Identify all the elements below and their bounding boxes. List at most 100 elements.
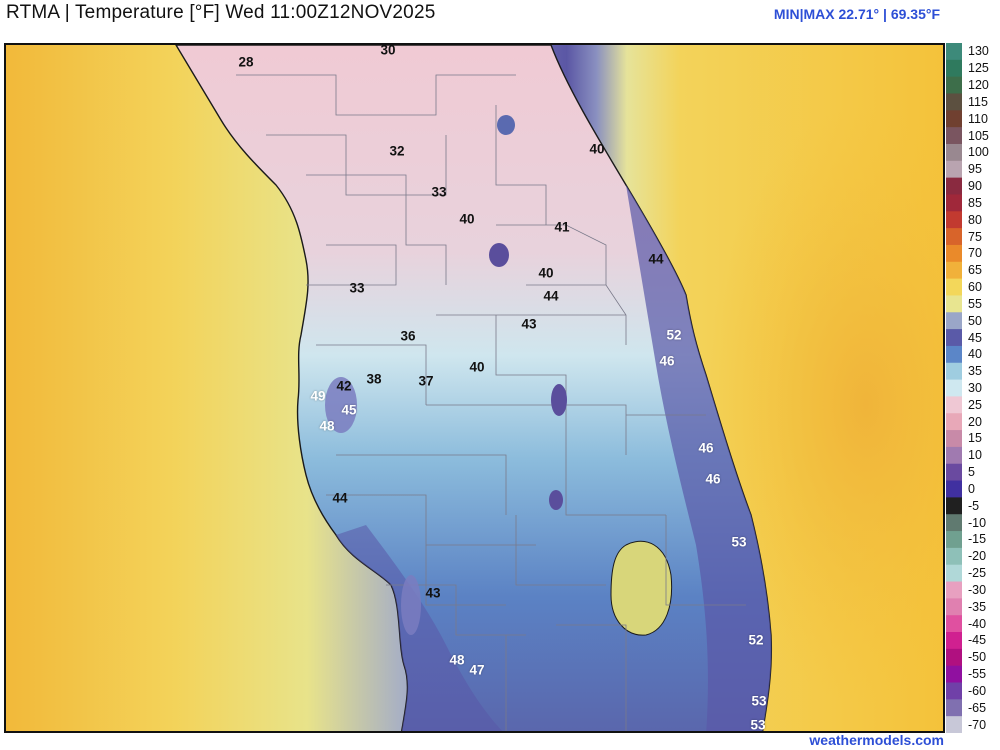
credit-link[interactable]: weathermodels.com	[809, 732, 944, 748]
colorbar-tick-label: 110	[968, 112, 988, 126]
colorbar-swatch	[946, 110, 962, 127]
colorbar-swatch	[946, 194, 962, 211]
colorbar-swatch	[946, 127, 962, 144]
colorbar-tick-label: 60	[968, 280, 982, 294]
colorbar-swatch	[946, 649, 962, 666]
colorbar-tick-label: 25	[968, 398, 982, 412]
colorbar-swatch	[946, 279, 962, 296]
colorbar-tick-label: 130	[968, 44, 989, 58]
colorbar-swatch	[946, 346, 962, 363]
station-label: 46	[705, 472, 720, 487]
colorbar-tick-label: -40	[968, 617, 986, 631]
lake-okeechobee	[611, 541, 672, 635]
inland-lake-2	[551, 384, 567, 416]
colorbar-swatch	[946, 615, 962, 632]
min-max-readout: MIN|MAX 22.71° | 69.35°F	[774, 6, 940, 22]
station-label: 46	[659, 354, 674, 369]
colorbar-swatch	[946, 295, 962, 312]
colorbar-tick-label: 125	[968, 61, 989, 75]
colorbar-tick-label: 15	[968, 431, 982, 445]
colorbar-swatch	[946, 363, 962, 380]
station-label: 45	[341, 403, 356, 418]
station-label: 40	[469, 360, 484, 375]
colorbar-tick-label: 20	[968, 415, 982, 429]
station-label: 44	[543, 289, 558, 304]
colorbar-swatch	[946, 430, 962, 447]
inland-lake-1	[489, 243, 509, 267]
colorbar-tick-label: 30	[968, 381, 982, 395]
colorbar-swatch	[946, 683, 962, 700]
temperature-colorbar	[946, 43, 962, 733]
station-label: 33	[349, 281, 364, 296]
colorbar-swatch	[946, 77, 962, 94]
colorbar-tick-label: 120	[968, 78, 989, 92]
colorbar-swatch	[946, 497, 962, 514]
station-label: 48	[449, 653, 464, 668]
temperature-map[interactable]: 30 28 32 40 33 40 41 44 40 44 33 43 36 5…	[4, 43, 945, 733]
colorbar-tick-label: 105	[968, 129, 989, 143]
inland-lake-3	[549, 490, 563, 510]
colorbar-strip	[946, 43, 962, 733]
colorbar-tick-label: -30	[968, 583, 986, 597]
colorbar-tick-label: -55	[968, 667, 986, 681]
colorbar-swatch	[946, 598, 962, 615]
station-label: 53	[751, 694, 766, 709]
station-label: 44	[332, 491, 347, 506]
colorbar-swatch	[946, 144, 962, 161]
station-label: 40	[589, 142, 604, 157]
colorbar-swatch	[946, 481, 962, 498]
colorbar-tick-label: -5	[968, 499, 979, 513]
colorbar-tick-label: -45	[968, 633, 986, 647]
colorbar-swatch	[946, 666, 962, 683]
colorbar-swatch	[946, 262, 962, 279]
colorbar-tick-label: 100	[968, 145, 989, 159]
station-label: 42	[336, 379, 351, 394]
station-label: 36	[400, 329, 415, 344]
colorbar-tick-label: 85	[968, 196, 982, 210]
colorbar-tick-label: -35	[968, 600, 986, 614]
colorbar-swatch	[946, 396, 962, 413]
colorbar-tick-label: -60	[968, 684, 986, 698]
colorbar-swatch	[946, 548, 962, 565]
colorbar-swatch	[946, 178, 962, 195]
station-label: 46	[698, 441, 713, 456]
colorbar-tick-label: 40	[968, 347, 982, 361]
colorbar-tick-label: 95	[968, 162, 982, 176]
map-canvas	[6, 45, 945, 733]
colorbar-swatch	[946, 699, 962, 716]
colorbar-swatch	[946, 93, 962, 110]
colorbar-swatch	[946, 531, 962, 548]
colorbar-swatch	[946, 329, 962, 346]
colorbar-swatch	[946, 514, 962, 531]
colorbar-tick-label: 35	[968, 364, 982, 378]
colorbar-tick-label: -15	[968, 532, 986, 546]
colorbar-tick-label: 115	[968, 95, 988, 109]
colorbar-swatch	[946, 632, 962, 649]
colorbar-tick-label: -65	[968, 701, 986, 715]
station-label: 32	[389, 144, 404, 159]
station-label: 28	[238, 55, 253, 70]
station-label: 40	[459, 212, 474, 227]
station-label: 48	[319, 419, 334, 434]
colorbar-tick-label: -10	[968, 516, 986, 530]
colorbar-tick-label: 65	[968, 263, 982, 277]
station-label: 52	[748, 633, 763, 648]
colorbar-tick-label: 50	[968, 314, 982, 328]
charlotte-harbor	[401, 575, 421, 635]
colorbar-tick-label: 0	[968, 482, 975, 496]
colorbar-swatch	[946, 228, 962, 245]
colorbar-tick-label: 45	[968, 331, 982, 345]
colorbar-swatch	[946, 582, 962, 599]
station-label: 47	[469, 663, 484, 678]
station-label: 40	[538, 266, 553, 281]
station-label: 49	[310, 389, 325, 404]
colorbar-swatch	[946, 43, 962, 60]
colorbar-swatch	[946, 565, 962, 582]
station-label: 53	[731, 535, 746, 550]
colorbar-swatch	[946, 245, 962, 262]
colorbar-tick-label: 10	[968, 448, 982, 462]
station-label: 52	[666, 328, 681, 343]
colorbar-tick-label: 80	[968, 213, 982, 227]
colorbar-tick-label: -25	[968, 566, 986, 580]
station-label: 37	[418, 374, 433, 389]
